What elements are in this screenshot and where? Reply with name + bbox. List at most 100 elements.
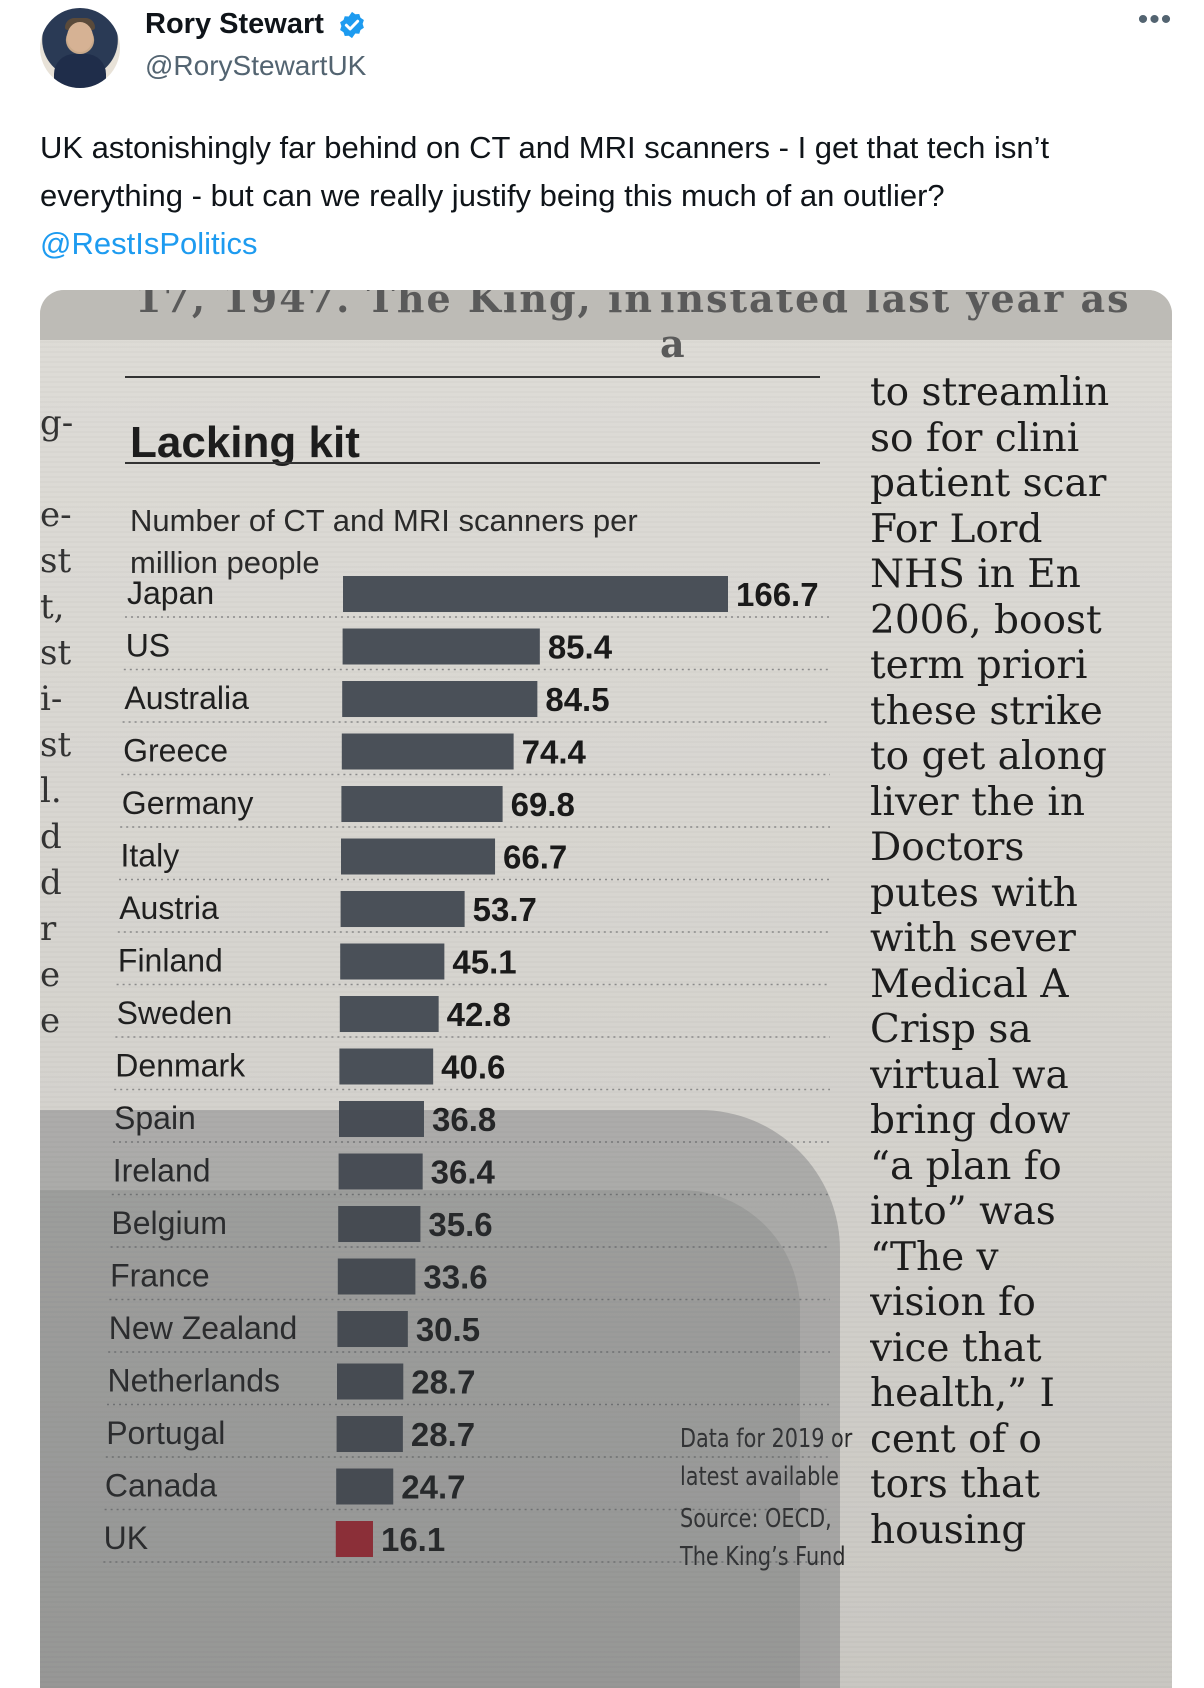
- bar: [338, 1206, 421, 1242]
- article-line: to streamlin: [870, 370, 1110, 415]
- bar: [340, 943, 445, 980]
- newspaper-photo[interactable]: 17, 1947. The King, in instated last yea…: [40, 290, 1172, 1688]
- category-label: Finland: [118, 943, 223, 979]
- article-line: bring dow: [870, 1098, 1071, 1143]
- left-edge-fragment: d: [40, 863, 62, 903]
- bar: [339, 996, 439, 1032]
- article-line: liver the in: [870, 779, 1085, 825]
- value-label: 84.5: [545, 681, 609, 718]
- category-label: Ireland: [113, 1153, 211, 1189]
- article-line: Medical A: [870, 961, 1069, 1007]
- value-label: 40.6: [441, 1049, 505, 1086]
- mention-link[interactable]: @RestIsPolitics: [40, 226, 258, 261]
- category-label: Italy: [121, 838, 180, 874]
- bar-chart: Japan 166.7 US 85.4 Australia 84.5 Greece 74.4 G…: [103, 575, 830, 1563]
- value-label: 28.7: [411, 1364, 475, 1401]
- top-strip: 17, 1947. The King, in instated last yea…: [40, 290, 1172, 366]
- article-line: to get along: [870, 734, 1107, 779]
- verified-badge-icon: [340, 11, 364, 39]
- handle[interactable]: @RoryStewartUK: [145, 50, 367, 81]
- value-label: 30.5: [416, 1311, 480, 1348]
- bar: [341, 733, 514, 770]
- article-line: Crisp sa: [870, 1007, 1032, 1052]
- bar: [341, 786, 503, 822]
- bar: [339, 1101, 424, 1137]
- value-label: 85.4: [548, 629, 613, 666]
- article-line: “The v: [870, 1234, 999, 1280]
- bar: [340, 891, 465, 927]
- category-label: Greece: [123, 733, 228, 769]
- article-line: For Lord: [870, 506, 1043, 552]
- value-label: 24.7: [401, 1469, 465, 1506]
- category-label: New Zealand: [109, 1310, 298, 1346]
- left-edge-fragment: i-: [40, 679, 63, 719]
- left-edge-fragment: e: [40, 955, 61, 995]
- value-label: 42.8: [447, 996, 511, 1033]
- article-line: 2006, boost: [870, 597, 1102, 643]
- category-label: France: [110, 1258, 210, 1294]
- data-note: Data for 2019 or latest available: [680, 1420, 852, 1496]
- more-options-icon[interactable]: •••: [1137, 3, 1173, 36]
- article-line: with sever: [870, 916, 1076, 961]
- title-rule-top: [125, 376, 820, 378]
- bar: [336, 1416, 403, 1452]
- left-edge-fragment: d: [40, 817, 62, 857]
- hand-shadow-inner: [40, 1190, 800, 1688]
- source-line-1: Source: OECD,: [680, 1504, 832, 1534]
- avatar[interactable]: [40, 8, 120, 88]
- category-label: Germany: [122, 785, 254, 821]
- left-edge-fragment: st: [40, 633, 72, 673]
- top-strip-right: instated last year as a: [660, 290, 1131, 366]
- bar: [336, 1468, 394, 1505]
- category-label: Spain: [114, 1100, 196, 1136]
- value-label: 166.7: [736, 576, 819, 613]
- left-edge-fragment: t,: [40, 587, 65, 627]
- tweet-body: UK astonishingly far behind on CT and MR…: [40, 130, 1050, 213]
- value-label: 35.6: [428, 1206, 492, 1243]
- left-edge-fragment: r: [40, 909, 57, 949]
- top-strip-left: 17, 1947. The King, in: [135, 290, 655, 321]
- article-line: vision fo: [870, 1280, 1036, 1325]
- left-edge-fragment: e-: [40, 495, 72, 535]
- bar: [342, 628, 540, 665]
- value-label: 28.7: [411, 1416, 475, 1453]
- article-line: these strike: [870, 688, 1103, 734]
- category-label: Denmark: [115, 1048, 246, 1084]
- category-label: Australia: [124, 680, 249, 716]
- data-note-line-1: Data for 2019 or: [680, 1424, 853, 1454]
- article-line: Doctors: [870, 825, 1025, 870]
- title-rule-bottom: [125, 462, 820, 464]
- value-label: 36.8: [432, 1101, 496, 1138]
- article-line: putes with: [870, 870, 1078, 916]
- article-line: housing: [870, 1507, 1027, 1553]
- bar: [343, 576, 728, 612]
- value-label: 74.4: [522, 734, 587, 771]
- category-label: Portugal: [106, 1415, 225, 1451]
- source-note: Source: OECD, The King’s Fund: [680, 1500, 846, 1576]
- article-line: NHS in En: [870, 552, 1081, 597]
- category-label: UK: [104, 1520, 148, 1556]
- article-column: to streamlin so for clini patient scar For …: [870, 370, 1172, 1553]
- value-label: 66.7: [503, 839, 567, 876]
- category-label: Canada: [105, 1468, 217, 1504]
- left-edge-fragment: st: [40, 541, 72, 581]
- data-note-line-2: latest available: [680, 1462, 839, 1492]
- article-line: patient scar: [870, 461, 1107, 506]
- bar: [338, 1153, 423, 1190]
- source-line-2: The King’s Fund: [680, 1542, 846, 1572]
- display-name[interactable]: Rory Stewart: [145, 8, 324, 40]
- value-label: 53.7: [473, 891, 537, 928]
- article-line: term priori: [870, 643, 1088, 688]
- paper-background: [40, 290, 1172, 1688]
- category-label: US: [126, 628, 170, 664]
- category-label: Belgium: [111, 1205, 227, 1241]
- value-label: 33.6: [423, 1259, 487, 1296]
- article-line: cent of o: [870, 1416, 1042, 1462]
- value-label: 69.8: [511, 786, 575, 823]
- value-label: 16.1: [381, 1521, 445, 1558]
- left-edge-fragment: e: [40, 1001, 61, 1041]
- bar: [341, 838, 496, 875]
- bar: [335, 1521, 373, 1557]
- left-edge-fragment: l.: [40, 771, 62, 811]
